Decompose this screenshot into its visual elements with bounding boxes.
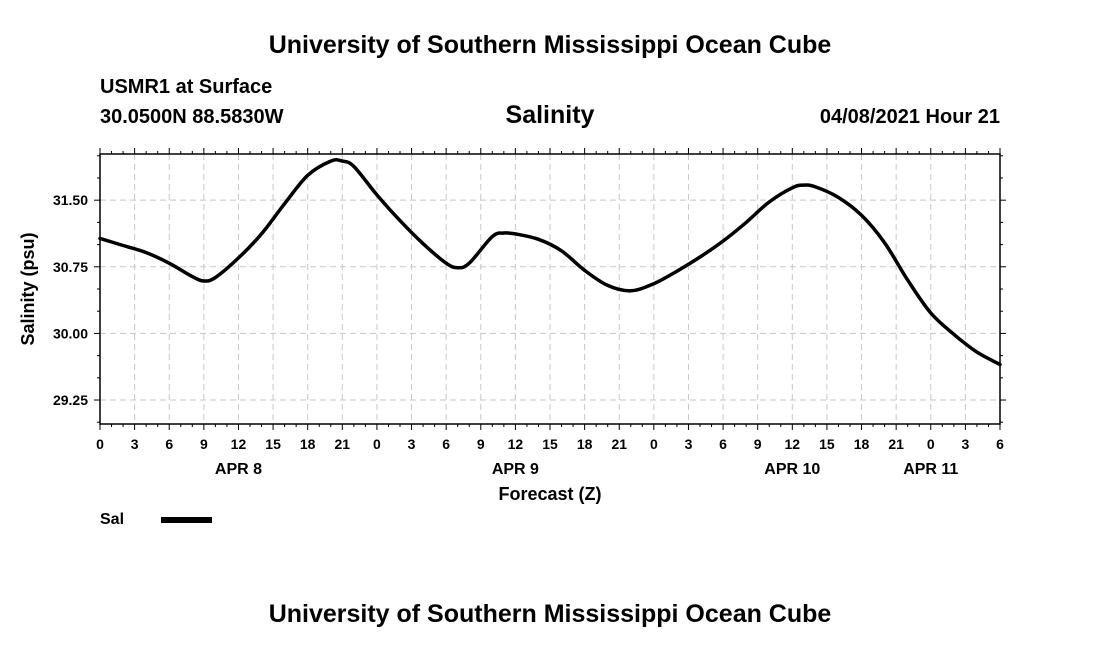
page-title: University of Southern Mississippi Ocean… <box>268 31 832 59</box>
y-tick-label: 30.75 <box>53 259 88 275</box>
legend-label: Sal <box>100 511 125 528</box>
x-tick-label: 12 <box>785 436 801 452</box>
legend-swatch <box>161 517 212 523</box>
x-tick-label: 18 <box>300 436 316 452</box>
series-line-sal <box>98 158 1002 367</box>
x-tick-label: 0 <box>650 436 658 452</box>
x-day-label: APR 10 <box>764 461 820 478</box>
footer-title: University of Southern Mississippi Ocean… <box>268 600 832 628</box>
station-label: USMR1 at Surface <box>100 76 273 98</box>
x-tick-label: 6 <box>442 436 450 452</box>
x-day-label: APR 9 <box>492 461 539 478</box>
x-tick-label: 3 <box>961 436 969 452</box>
x-tick-label: 15 <box>819 436 835 452</box>
x-tick-label: 12 <box>508 436 524 452</box>
chart-title: Salinity <box>505 101 595 129</box>
x-tick-label: 18 <box>577 436 593 452</box>
x-tick-label: 6 <box>719 436 727 452</box>
x-tick-label: 21 <box>335 436 351 452</box>
forecast-datetime: 04/08/2021 Hour 21 <box>819 106 1000 128</box>
x-tick-label: 21 <box>611 436 627 452</box>
x-tick-label: 3 <box>685 436 693 452</box>
x-tick-label: 9 <box>754 436 762 452</box>
x-tick-label: 6 <box>996 436 1004 452</box>
x-tick-label: 15 <box>542 436 558 452</box>
x-tick-label: 18 <box>854 436 870 452</box>
x-tick-label: 3 <box>408 436 416 452</box>
x-tick-label: 0 <box>927 436 935 452</box>
x-tick-label: 9 <box>200 436 208 452</box>
x-tick-label: 9 <box>477 436 485 452</box>
y-axis-label: Salinity (psu) <box>18 232 38 345</box>
x-tick-label: 0 <box>96 436 104 452</box>
x-axis-label: Forecast (Z) <box>498 484 601 504</box>
x-tick-label: 6 <box>165 436 173 452</box>
coordinates-label: 30.0500N 88.5830W <box>100 106 284 128</box>
x-tick-label: 12 <box>231 436 247 452</box>
x-tick-label: 21 <box>888 436 904 452</box>
y-tick-label: 31.50 <box>53 192 88 208</box>
x-tick-label: 0 <box>373 436 381 452</box>
x-tick-label: 3 <box>131 436 139 452</box>
x-day-label: APR 11 <box>903 461 958 478</box>
x-day-label: APR 8 <box>215 461 262 478</box>
y-tick-label: 30.00 <box>53 325 88 341</box>
y-tick-label: 29.25 <box>53 392 88 408</box>
x-tick-label: 15 <box>265 436 281 452</box>
